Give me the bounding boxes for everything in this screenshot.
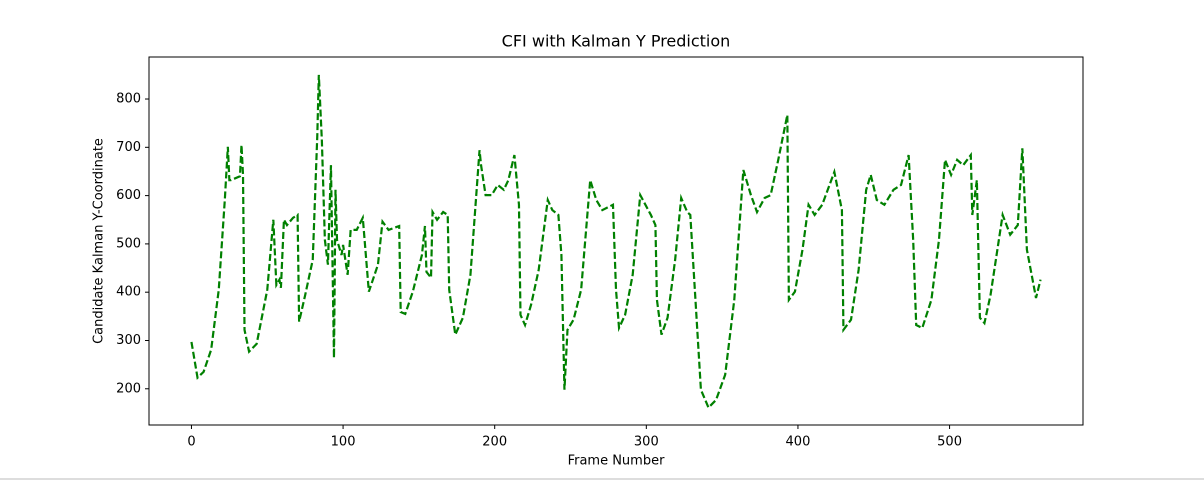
y-tick-label: 300 (116, 333, 141, 348)
y-tick-label: 500 (116, 236, 141, 251)
y-tick-label: 600 (116, 188, 141, 203)
x-tick-label: 0 (187, 435, 195, 450)
x-tick-label: 300 (634, 435, 659, 450)
x-tick-label: 500 (937, 435, 962, 450)
plot-frame (148, 56, 1084, 426)
x-axis-label: Frame Number (568, 454, 666, 469)
y-tick-label: 800 (116, 92, 141, 107)
data-line (190, 74, 1042, 410)
y-tick-label: 400 (116, 285, 141, 300)
y-axis-label: Candidate Kalman Y-Coordinate (92, 138, 107, 344)
x-tick-label: 100 (331, 435, 356, 450)
chart-title: CFI with Kalman Y Prediction (502, 32, 731, 51)
x-tick-label: 400 (786, 435, 811, 450)
y-tick-label: 200 (116, 381, 141, 396)
x-tick-label: 200 (482, 435, 507, 450)
y-tick-label: 700 (116, 140, 141, 155)
